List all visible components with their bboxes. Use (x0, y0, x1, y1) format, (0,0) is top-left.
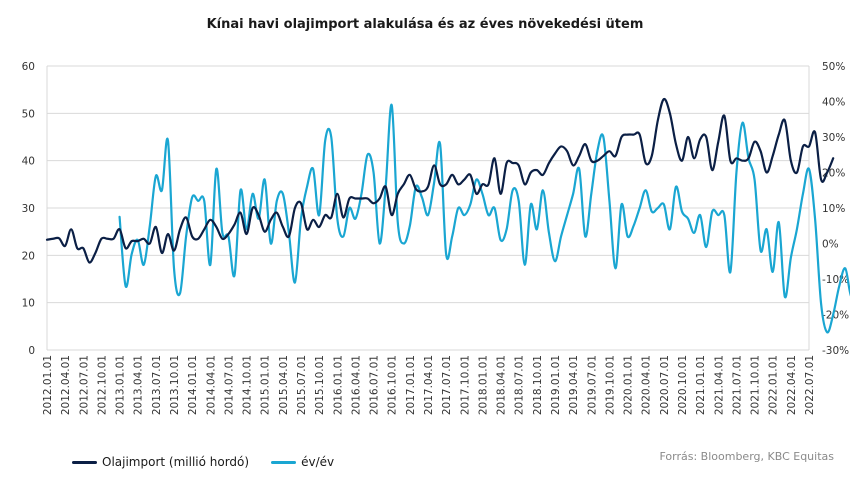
legend: Olajimport (millió hordó) év/év (72, 455, 356, 469)
y-right-tick-label: -30% (822, 345, 849, 357)
legend-swatch-import (72, 460, 97, 464)
x-tick-label: 2016.10.01 (387, 355, 399, 415)
series-line-import (45, 97, 835, 264)
x-tick-label: 2019.10.01 (604, 355, 616, 415)
x-tick-label: 2013.01.01 (115, 355, 127, 415)
x-tick-label: 2014.10.01 (242, 355, 254, 415)
x-tick-label: 2015.10.01 (314, 355, 326, 415)
y-left-tick-label: 30 (22, 203, 35, 215)
x-tick-label: 2012.01.01 (42, 355, 54, 415)
x-tick-label: 2022.04.01 (786, 355, 798, 415)
source-note: Forrás: Bloomberg, KBC Equitas (659, 450, 834, 463)
x-tick-label: 2017.07.01 (441, 355, 453, 415)
x-tick-label: 2021.01.01 (695, 355, 707, 415)
x-tick-label: 2018.01.01 (477, 355, 489, 415)
x-axis-ticks: 2012.01.01 2012.04.01 2012.07.01 2012.10.01… (42, 355, 816, 415)
x-tick-label: 2020.07.01 (659, 355, 671, 415)
y-right-tick-label: 0% (822, 239, 839, 251)
x-tick-label: 2020.10.01 (677, 355, 689, 415)
y-left-tick-label: 40 (22, 156, 35, 168)
legend-label-import: Olajimport (millió hordó) (102, 455, 250, 469)
legend-label-yoy: év/év (301, 455, 335, 469)
y-right-tick-label: -10% (822, 274, 849, 286)
x-tick-label: 2015.07.01 (296, 355, 308, 415)
y-left-tick-label: 50 (22, 108, 35, 120)
x-tick-label: 2022.07.01 (804, 355, 816, 415)
x-tick-label: 2013.07.01 (151, 355, 163, 415)
gridlines (46, 65, 810, 351)
x-tick-label: 2017.01.01 (405, 355, 417, 415)
x-tick-label: 2019.04.01 (568, 355, 580, 415)
y-right-tick-label: 50% (822, 61, 845, 73)
right-axis-ticks: -30%-20%-10%0%10%20%30%40%50% (822, 61, 849, 357)
x-tick-label: 2018.10.01 (532, 355, 544, 415)
y-right-tick-label: 40% (822, 97, 845, 109)
left-axis-ticks: 0 10 20 30 40 50 60 (22, 61, 35, 357)
x-tick-label: 2014.01.01 (187, 355, 199, 415)
series-line-yoy (118, 103, 850, 334)
x-tick-label: 2021.04.01 (713, 355, 725, 415)
y-right-tick-label: 10% (822, 203, 845, 215)
x-tick-label: 2018.07.01 (514, 355, 526, 415)
x-tick-label: 2021.10.01 (750, 355, 762, 415)
y-left-tick-label: 0 (28, 345, 35, 357)
chart-title: Kínai havi olajimport alakulása és az év… (206, 17, 644, 32)
legend-item-yoy: év/év (271, 455, 334, 469)
x-tick-label: 2012.07.01 (78, 355, 90, 415)
x-tick-label: 2013.10.01 (169, 355, 181, 415)
x-tick-label: 2018.04.01 (496, 355, 508, 415)
y-right-tick-label: -20% (822, 310, 849, 322)
y-left-tick-label: 60 (22, 61, 35, 73)
x-tick-label: 2014.04.01 (205, 355, 217, 415)
y-right-tick-label: 30% (822, 132, 845, 144)
x-tick-label: 2015.04.01 (278, 355, 290, 415)
x-tick-label: 2017.04.01 (423, 355, 435, 415)
x-tick-label: 2016.01.01 (332, 355, 344, 415)
x-tick-label: 2019.01.01 (550, 355, 562, 415)
y-left-tick-label: 20 (22, 250, 35, 262)
x-tick-label: 2020.04.01 (641, 355, 653, 415)
x-tick-label: 2014.07.01 (223, 355, 235, 415)
x-tick-label: 2013.04.01 (133, 355, 145, 415)
y-left-tick-label: 10 (22, 298, 35, 310)
legend-item-import: Olajimport (millió hordó) (72, 455, 249, 469)
x-tick-label: 2021.07.01 (731, 355, 743, 415)
x-tick-label: 2020.01.01 (623, 355, 635, 415)
x-tick-label: 2019.07.01 (586, 355, 598, 415)
x-tick-label: 2017.10.01 (459, 355, 471, 415)
x-tick-label: 2016.04.01 (350, 355, 362, 415)
x-tick-label: 2012.04.01 (60, 355, 72, 415)
x-tick-label: 2016.07.01 (369, 355, 381, 415)
legend-swatch-yoy (271, 460, 297, 464)
x-tick-label: 2012.10.01 (96, 355, 108, 415)
x-tick-label: 2015.01.01 (260, 355, 272, 415)
x-tick-label: 2022.01.01 (768, 355, 780, 415)
